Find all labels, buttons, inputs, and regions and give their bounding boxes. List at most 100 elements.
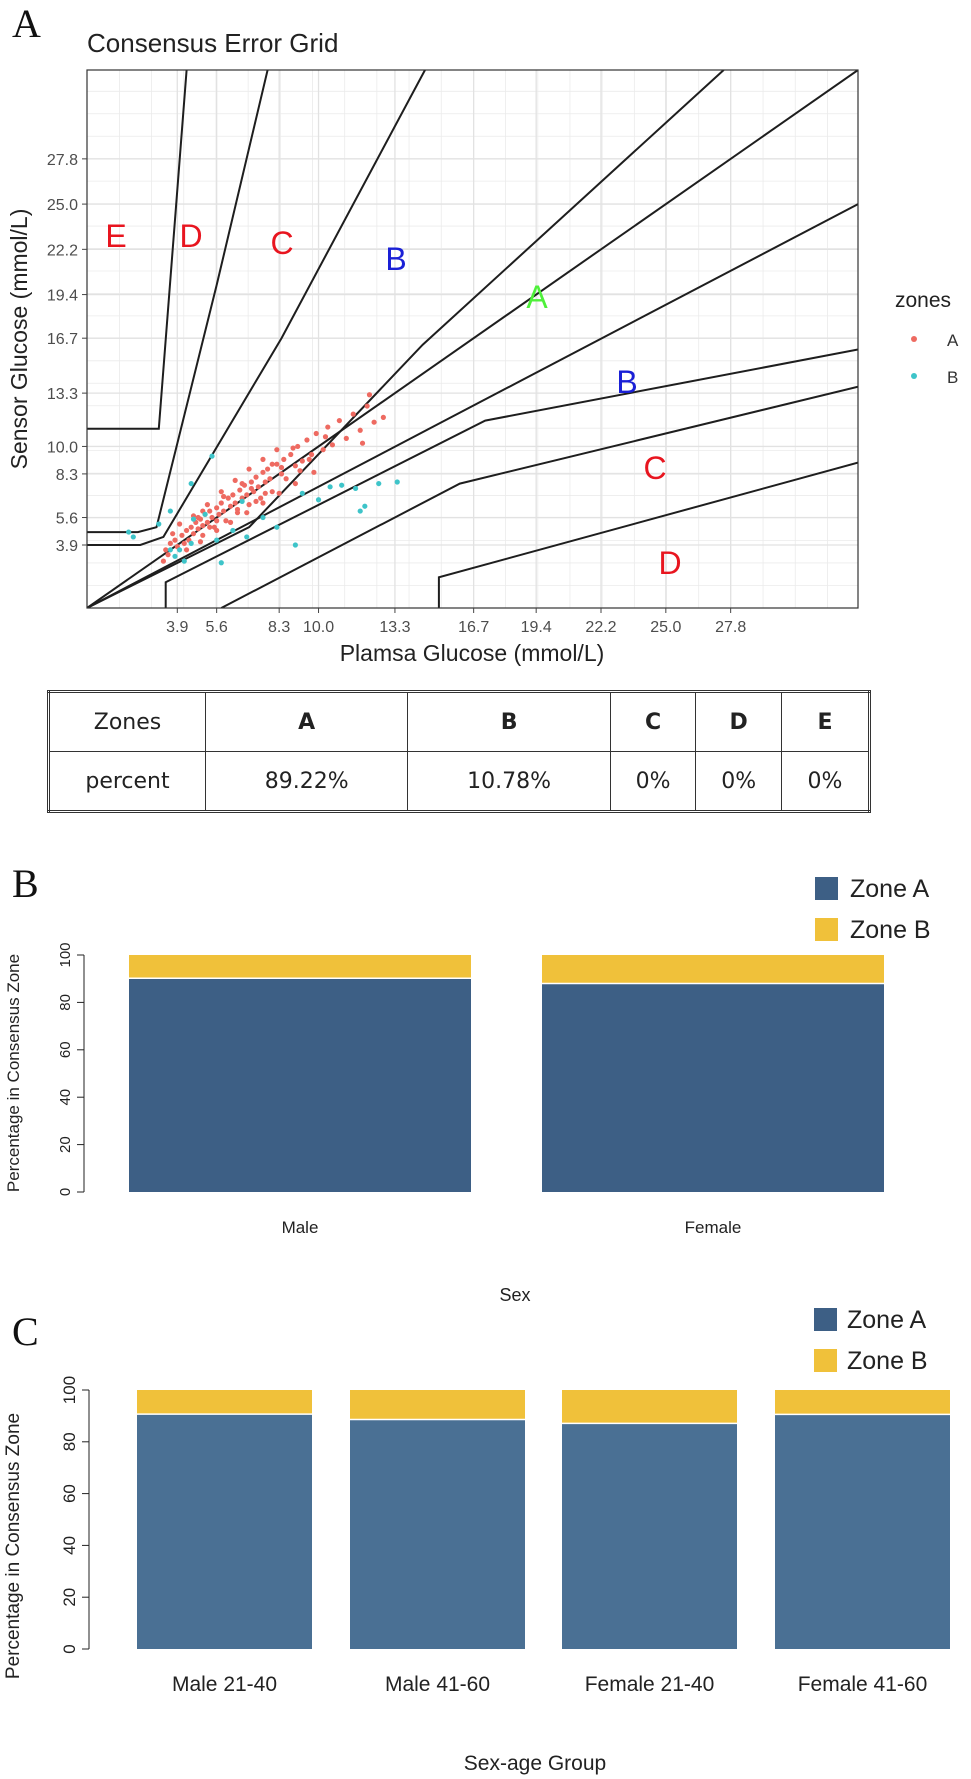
scatter-point-zone-a xyxy=(262,479,268,485)
scatter-point-zone-b xyxy=(214,537,220,543)
scatter-point-zone-a xyxy=(214,505,220,511)
scatter-point-zone-a xyxy=(329,442,336,448)
scatter-point-zone-b xyxy=(177,547,183,553)
scatter-point-zone-b xyxy=(352,485,359,492)
zone-label-b-upper: B xyxy=(385,241,406,277)
scatter-point-zone-a xyxy=(204,519,210,525)
x-tick-label: 22.2 xyxy=(585,619,616,636)
bar-segment-zone-b xyxy=(350,1390,525,1420)
zone-boundary-line xyxy=(220,385,858,608)
zone-boundary-line xyxy=(437,461,858,608)
scatter-plot-area xyxy=(86,69,859,609)
table-header-cell: A xyxy=(204,691,409,752)
x-category-label: Female 21-40 xyxy=(585,1673,715,1696)
scatter-point-zone-a xyxy=(188,524,194,530)
scatter-point-zone-a xyxy=(214,518,220,524)
table-header-cell: E xyxy=(780,691,871,752)
scatter-point-zone-a xyxy=(274,461,280,467)
x-tick-label: 10.0 xyxy=(303,619,334,636)
bar-segment-zone-a xyxy=(542,983,884,1192)
scatter-legend-title: zones xyxy=(895,289,951,312)
y-tick-label: 27.8 xyxy=(47,152,78,169)
zone-label-d-upper: D xyxy=(179,218,202,254)
table-cell: 10.78% xyxy=(407,751,611,812)
scatter-point-zone-a xyxy=(262,490,268,496)
bar-b-x-axis-title: Sex xyxy=(499,1285,530,1305)
x-category-label: Female xyxy=(685,1218,742,1237)
scatter-point-zone-b xyxy=(202,511,208,517)
x-tick-label: 25.0 xyxy=(650,619,681,636)
y-tick-label: 25.0 xyxy=(47,197,78,214)
zone-percent-table: Zones A B C D E percent 89.22% 10.78% 0%… xyxy=(47,690,871,813)
scatter-point-zone-a xyxy=(177,521,183,527)
scatter-point-zone-a xyxy=(295,443,301,450)
scatter-point-zone-a xyxy=(160,558,167,564)
scatter-point-zone-a xyxy=(357,427,363,433)
scatter-point-zone-a xyxy=(225,495,231,501)
legend-label-zone-b-b: Zone B xyxy=(850,916,931,944)
scatter-x-axis-title: Plamsa Glucose (mmol/L) xyxy=(340,640,605,666)
scatter-point-zone-b xyxy=(292,542,298,548)
legend-swatch-zone-b-c xyxy=(814,1349,837,1372)
scatter-point-zone-a xyxy=(343,435,349,441)
scatter-point-zone-a xyxy=(269,461,275,467)
scatter-point-zone-b xyxy=(172,553,178,559)
panel-letter-b: B xyxy=(12,861,39,906)
legend-label-zone-a-c: Zone A xyxy=(847,1306,927,1334)
y-tick-label: 22.2 xyxy=(47,242,78,259)
zone-boundary-line xyxy=(87,70,725,608)
scatter-point-zone-a xyxy=(371,419,377,425)
scatter-point-zone-a xyxy=(267,476,273,482)
table-header-cell: D xyxy=(695,691,782,752)
scatter-point-zone-a xyxy=(195,514,201,521)
scatter-point-zone-b xyxy=(156,521,162,527)
scatter-point-zone-a xyxy=(350,411,356,417)
scatter-point-zone-b xyxy=(188,480,194,487)
y-tick-label: 80 xyxy=(60,1432,79,1451)
y-tick-label: 60 xyxy=(57,1041,74,1058)
legend-swatch-zone-a-c xyxy=(814,1308,837,1331)
legend-swatch-a xyxy=(911,336,917,342)
scatter-point-zone-a xyxy=(364,403,370,409)
bar-segment-zone-a xyxy=(562,1423,737,1649)
scatter-point-zone-b xyxy=(130,534,136,540)
y-tick-label: 100 xyxy=(57,942,74,967)
y-tick-label: 20 xyxy=(57,1136,74,1153)
x-tick-label: 16.7 xyxy=(458,619,489,636)
y-tick-label: 20 xyxy=(60,1588,79,1607)
scatter-point-zone-a xyxy=(264,466,271,472)
scatter-point-zone-b xyxy=(209,453,215,459)
scatter-point-zone-b xyxy=(357,508,363,514)
bar-segment-zone-a xyxy=(350,1419,525,1649)
scatter-point-zone-a xyxy=(311,469,317,475)
scatter-y-axis-title: Sensor Glucose (mmol/L) xyxy=(6,209,32,470)
panel-letter-a: A xyxy=(12,1,41,46)
scatter-point-zone-b xyxy=(126,529,132,535)
scatter-point-zone-a xyxy=(260,500,266,506)
scatter-point-zone-a xyxy=(221,493,227,500)
scatter-point-zone-b xyxy=(327,484,333,490)
scatter-point-zone-b xyxy=(394,479,400,485)
scatter-point-zone-a xyxy=(244,492,250,498)
scatter-point-zone-a xyxy=(170,531,176,537)
scatter-point-zone-b xyxy=(167,547,173,553)
scatter-point-zone-b xyxy=(239,498,245,504)
table-cell: 89.22% xyxy=(204,751,409,812)
x-category-label: Male 21-40 xyxy=(172,1673,277,1696)
scatter-point-zone-a xyxy=(290,445,296,451)
scatter-point-zone-a xyxy=(366,392,373,398)
scatter-point-zone-b xyxy=(274,524,280,530)
scatter-point-zone-a xyxy=(297,468,303,474)
table-header-cell: B xyxy=(407,691,611,752)
y-tick-label: 80 xyxy=(57,994,74,1011)
scatter-point-zone-a xyxy=(359,440,366,446)
table-cell: 0% xyxy=(695,751,782,812)
scatter-point-zone-b xyxy=(218,560,224,566)
scatter-point-zone-a xyxy=(274,447,280,453)
table-cell: 0% xyxy=(780,751,871,812)
scatter-point-zone-b xyxy=(299,490,305,496)
bar-chart-sex-age: 0 20 40 60 80 100 Male 21-40 Male 41-60 Female 2… xyxy=(60,1376,950,1696)
scatter-point-zone-a xyxy=(232,500,238,506)
scatter-point-zone-a xyxy=(244,510,250,516)
